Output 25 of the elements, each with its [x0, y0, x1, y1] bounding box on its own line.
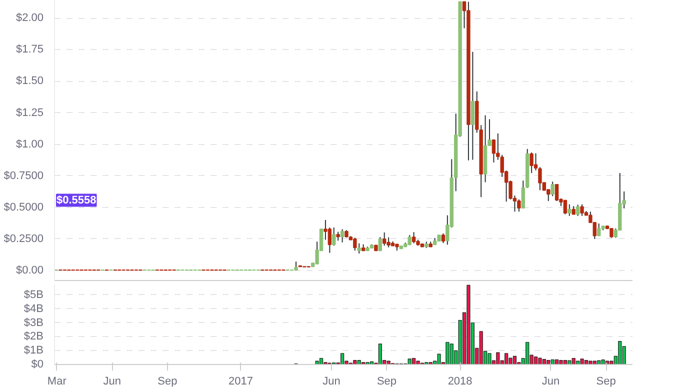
- x-tick-label: Mar: [47, 376, 67, 388]
- y-tick-label: $1.50: [16, 75, 44, 88]
- y-tick-label: $1B: [24, 344, 44, 357]
- y-tick-label: $4B: [24, 302, 44, 315]
- y-tick-label: $0.2500: [4, 232, 44, 245]
- y-tick-label: $0.7500: [4, 170, 44, 182]
- x-tick-label: 2017: [228, 376, 254, 388]
- x-tick-label: Jun: [322, 376, 340, 388]
- y-tick-label: $1.75: [16, 44, 44, 56]
- x-tick-label: Jun: [103, 376, 122, 388]
- y-tick-label: $0: [31, 358, 44, 370]
- x-tick-label: Sep: [158, 376, 178, 388]
- y-tick-label: $3B: [24, 316, 44, 329]
- y-tick-label: $5B: [24, 288, 44, 301]
- x-tick-label: Sep: [376, 376, 397, 388]
- x-tick-label: Jun: [542, 376, 560, 388]
- y-tick-label: $1.25: [16, 106, 44, 119]
- x-tick-label: Sep: [596, 376, 616, 388]
- y-tick-label: $0.5000: [4, 201, 44, 214]
- x-tick-label: 2018: [448, 376, 472, 388]
- y-tick-label: $2B: [24, 330, 44, 343]
- y-tick-label: $1.00: [16, 138, 44, 150]
- annotation: $0.5558: [56, 194, 96, 206]
- y-tick-label: $0.00: [16, 264, 44, 276]
- y-tick-label: $2.00: [16, 12, 44, 24]
